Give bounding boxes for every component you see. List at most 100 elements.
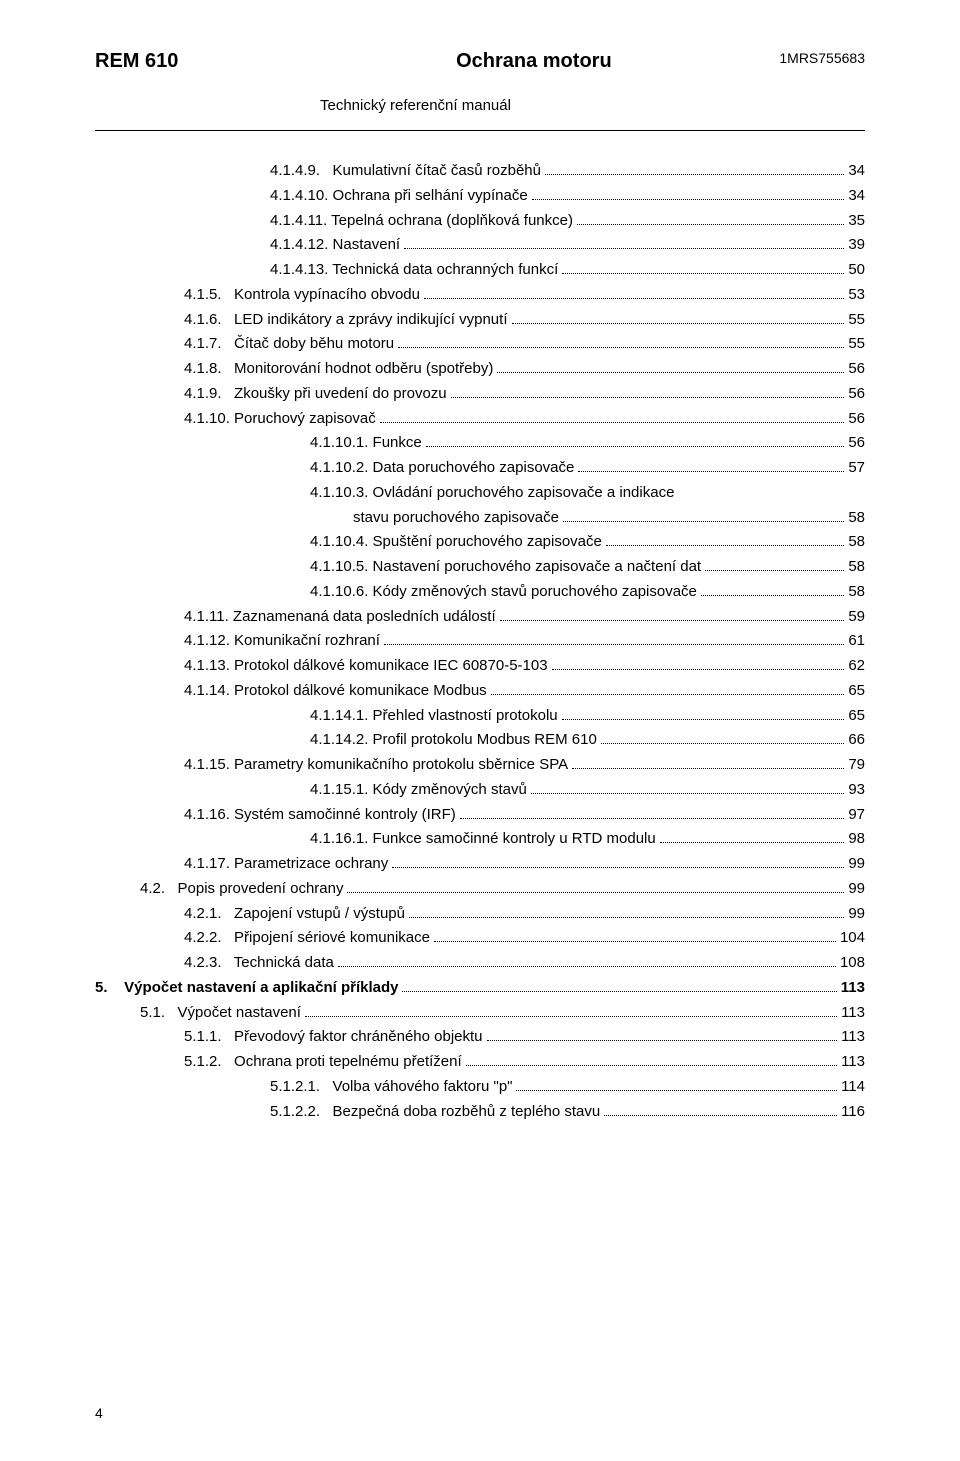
toc-entry: 5.1.2.1. Volba váhového faktoru "p"114 [95, 1075, 865, 1100]
toc-entry: 4.1.14.1. Přehled vlastností protokolu65 [95, 704, 865, 729]
toc-leader-dots [532, 199, 845, 200]
toc-leader-dots [601, 743, 844, 744]
toc-page-number: 35 [848, 209, 865, 234]
toc-label: 4.1.15. Parametry komunikačního protokol… [184, 753, 568, 778]
doc-id-left: REM 610 [95, 50, 178, 73]
toc-entry: 5.1.2. Ochrana proti tepelnému přetížení… [95, 1050, 865, 1075]
toc-page-number: 99 [848, 877, 865, 902]
toc-entry: 4.1.10.1. Funkce56 [95, 431, 865, 456]
toc-leader-dots [384, 644, 844, 645]
toc-label: 4.1.11. Zaznamenaná data posledních udál… [184, 605, 496, 630]
toc-leader-dots [380, 422, 845, 423]
toc-entry: 4.2.3. Technická data 108 [95, 951, 865, 976]
toc-page-number: 58 [848, 506, 865, 531]
toc-leader-dots [497, 372, 844, 373]
toc-page-number: 55 [848, 332, 865, 357]
toc-page-number: 108 [840, 951, 865, 976]
toc-leader-dots [562, 273, 844, 274]
toc-page-number: 56 [848, 431, 865, 456]
toc-entry: 4.1.4.11. Tepelná ochrana (doplňková fun… [95, 209, 865, 234]
toc-leader-dots [705, 570, 844, 571]
toc-leader-dots [563, 521, 844, 522]
toc-page-number: 113 [841, 1001, 865, 1026]
toc-label: 5.1.1. Převodový faktor chráněného objek… [184, 1025, 483, 1050]
toc-page-number: 113 [841, 1050, 865, 1075]
toc-leader-dots [577, 224, 844, 225]
toc-entry: 5. Výpočet nastavení a aplikační příklad… [95, 976, 865, 1001]
toc-page-number: 56 [848, 357, 865, 382]
toc-leader-dots [552, 669, 845, 670]
toc-page-number: 66 [848, 728, 865, 753]
toc-page-number: 99 [848, 902, 865, 927]
toc-label: 4.1.4.13. Technická data ochranných funk… [270, 258, 558, 283]
toc-label: 4.1.10.5. Nastavení poruchového zapisova… [310, 555, 701, 580]
toc-page-number: 65 [848, 704, 865, 729]
toc-page-number: 113 [841, 1025, 865, 1050]
toc-entry: 4.1.10. Poruchový zapisovač56 [95, 407, 865, 432]
toc-label: 4.1.16.1. Funkce samočinné kontroly u RT… [310, 827, 656, 852]
toc-leader-dots [305, 1016, 837, 1017]
toc-page-number: 34 [848, 159, 865, 184]
toc-entry: 4.1.13. Protokol dálkové komunikace IEC … [95, 654, 865, 679]
toc-leader-dots [398, 347, 844, 348]
toc-entry: 4.1.15. Parametry komunikačního protokol… [95, 753, 865, 778]
toc-page-number: 116 [841, 1100, 865, 1125]
toc-page-number: 59 [848, 605, 865, 630]
toc-page-number: 39 [848, 233, 865, 258]
toc-label: 4.2.3. Technická data [184, 951, 334, 976]
toc-leader-dots [606, 545, 844, 546]
toc-entry: 4.1.10.5. Nastavení poruchového zapisova… [95, 555, 865, 580]
toc-label: 4.1.15.1. Kódy změnových stavů [310, 778, 527, 803]
toc-leader-dots [451, 397, 845, 398]
toc-label: 5.1.2. Ochrana proti tepelnému přetížení [184, 1050, 462, 1075]
toc-label: 4.1.10.4. Spuštění poruchového zapisovač… [310, 530, 602, 555]
doc-title: Ochrana motoru [288, 50, 779, 73]
toc-page-number: 58 [848, 555, 865, 580]
toc-label: 4.1.8. Monitorování hodnot odběru (spotř… [184, 357, 493, 382]
toc-entry: 5.1.1. Převodový faktor chráněného objek… [95, 1025, 865, 1050]
toc-leader-dots [572, 768, 844, 769]
toc-leader-dots [604, 1115, 837, 1116]
toc-leader-dots [460, 818, 845, 819]
toc-entry: 4.1.10.6. Kódy změnových stavů poruchové… [95, 580, 865, 605]
toc-leader-dots [347, 892, 844, 893]
toc-entry: 4.1.10.3. Ovládání poruchového zapisovač… [95, 481, 865, 506]
toc-entry: 4.1.7. Čítač doby běhu motoru55 [95, 332, 865, 357]
toc-label: 4.1.10.3. Ovládání poruchového zapisovač… [310, 481, 674, 506]
toc-page-number: 56 [848, 382, 865, 407]
toc-entry: 4.1.14. Protokol dálkové komunikace Modb… [95, 679, 865, 704]
toc-leader-dots [402, 991, 836, 992]
header-divider [95, 130, 865, 131]
toc-entry: 5.1. Výpočet nastavení113 [95, 1001, 865, 1026]
toc-page-number: 56 [848, 407, 865, 432]
toc-label: 4.1.6. LED indikátory a zprávy indikujíc… [184, 308, 508, 333]
toc-label: 4.1.5. Kontrola vypínacího obvodu [184, 283, 420, 308]
toc-leader-dots [500, 620, 845, 621]
toc-leader-dots [392, 867, 844, 868]
toc-leader-dots [491, 694, 845, 695]
toc-page-number: 93 [848, 778, 865, 803]
doc-subtitle: Technický referenční manuál [320, 97, 865, 114]
toc-leader-dots [562, 719, 845, 720]
toc-entry: 4.1.12. Komunikační rozhraní61 [95, 629, 865, 654]
toc-page-number: 113 [841, 976, 865, 1001]
toc-label: 4.1.17. Parametrizace ochrany [184, 852, 388, 877]
toc-leader-dots [466, 1065, 837, 1066]
toc-leader-dots [424, 298, 844, 299]
toc-entry: 4.1.14.2. Profil protokolu Modbus REM 61… [95, 728, 865, 753]
toc-label: 4.1.4.9. Kumulativní čítač časů rozběhů [270, 159, 541, 184]
toc-page-number: 114 [841, 1075, 865, 1100]
toc-leader-dots [487, 1040, 838, 1041]
toc-entry: 4.1.4.10. Ochrana při selhání vypínače34 [95, 184, 865, 209]
toc-leader-dots [512, 323, 845, 324]
toc-leader-dots [578, 471, 844, 472]
toc-label: 4.1.16. Systém samočinné kontroly (IRF) [184, 803, 456, 828]
toc-entry: 4.1.15.1. Kódy změnových stavů 93 [95, 778, 865, 803]
toc-label: 4.2.2. Připojení sériové komunikace [184, 926, 430, 951]
toc-entry: 4.2.2. Připojení sériové komunikace104 [95, 926, 865, 951]
toc-entry: 4.1.4.9. Kumulativní čítač časů rozběhů 3… [95, 159, 865, 184]
toc-leader-dots [660, 842, 845, 843]
toc-entry: 4.1.16.1. Funkce samočinné kontroly u RT… [95, 827, 865, 852]
toc-leader-dots [516, 1090, 837, 1091]
toc-label: 4.1.4.11. Tepelná ochrana (doplňková fun… [270, 209, 573, 234]
